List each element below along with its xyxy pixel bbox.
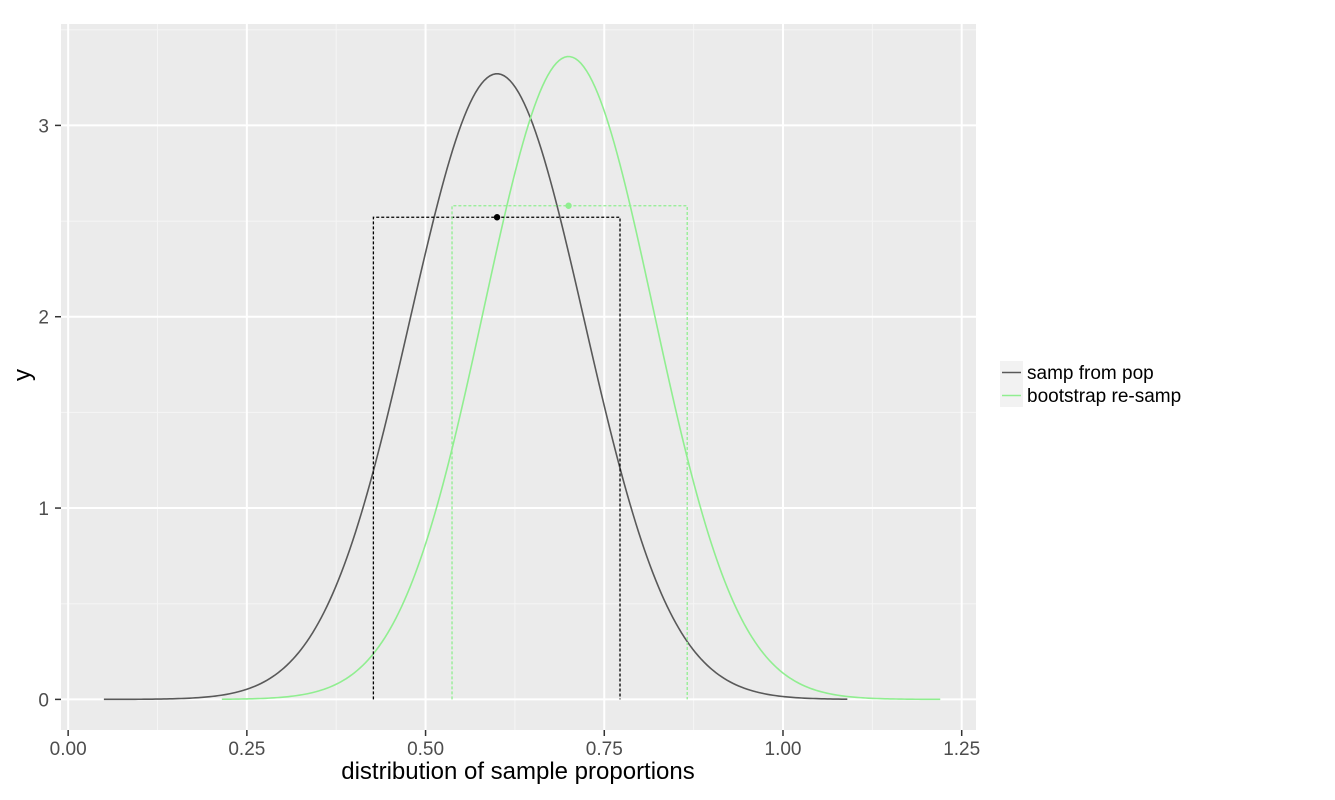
x-axis-title: distribution of sample proportions xyxy=(341,758,695,785)
y-tick-label: 3 xyxy=(38,116,49,137)
legend-label-samp-from-pop: samp from pop xyxy=(1027,363,1154,384)
plot-panel xyxy=(61,24,976,730)
y-axis-title: y xyxy=(9,369,36,381)
interval-center-point-samp-from-pop xyxy=(493,214,501,221)
interval-center-point-bootstrap-re-samp xyxy=(565,202,572,209)
density-line-samp-from-pop xyxy=(103,73,848,701)
y-tick-label: 0 xyxy=(38,690,49,711)
interval-brackets xyxy=(372,202,688,700)
x-tick-label: 0.75 xyxy=(586,739,623,760)
x-tick-label: 0.50 xyxy=(407,739,444,760)
y-tick-label: 2 xyxy=(38,308,49,329)
x-tick-label: 0.00 xyxy=(50,739,87,760)
density-line-bootstrap-re-samp xyxy=(221,55,941,701)
legend-label-bootstrap-re-samp: bootstrap re-samp xyxy=(1027,386,1181,407)
x-tick-label: 1.25 xyxy=(943,739,980,760)
y-tick-label: 1 xyxy=(38,499,49,520)
x-tick-label: 0.25 xyxy=(228,739,265,760)
density-curves xyxy=(103,55,941,701)
x-tick-label: 1.00 xyxy=(765,739,802,760)
y-axis: 0 1 2 3 xyxy=(38,116,61,711)
grid-minor xyxy=(61,24,976,730)
grid-major xyxy=(61,24,976,730)
x-axis: 0.00 0.25 0.50 0.75 1.00 1.25 xyxy=(50,730,980,760)
